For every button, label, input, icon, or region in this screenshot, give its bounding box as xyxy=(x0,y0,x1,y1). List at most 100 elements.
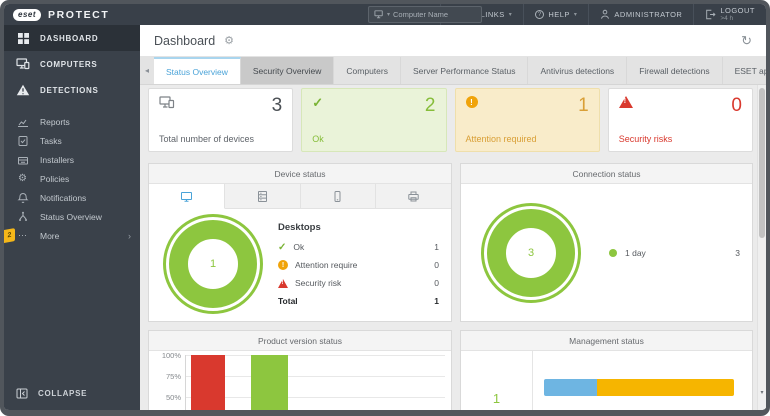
logout-button[interactable]: LOGOUT >4 h xyxy=(693,4,766,25)
help-menu[interactable]: ? HELP ▾ xyxy=(523,4,588,25)
main-content: Dashboard ⚙ ↻ ◂ Status Overview Security… xyxy=(140,25,766,410)
legend-row-security-risk[interactable]: Security risk 0 xyxy=(278,274,439,292)
devices-icon xyxy=(159,96,175,109)
status-overview-icon xyxy=(16,211,30,223)
sidebar-item-installers[interactable]: Installers xyxy=(4,150,140,169)
help-icon: ? xyxy=(535,10,545,19)
tab-security-overview[interactable]: Security Overview xyxy=(240,57,335,84)
device-type-tabs xyxy=(149,184,451,209)
product-name: PROTECT xyxy=(48,8,110,21)
card-value: 2 xyxy=(424,95,436,116)
gridline xyxy=(185,397,445,398)
dashboard-tabstrip: ◂ Status Overview Security Overview Comp… xyxy=(140,57,766,85)
user-menu[interactable]: ADMINISTRATOR xyxy=(588,4,693,25)
card-label: Attention required xyxy=(465,134,537,144)
scrollbar-down-arrow-icon[interactable]: ▾ xyxy=(760,390,764,396)
tab-server-performance-status[interactable]: Server Performance Status xyxy=(401,57,529,84)
connection-status-donut-chart[interactable]: 3 xyxy=(481,203,581,303)
dashboard-settings-gear-icon[interactable]: ⚙ xyxy=(224,35,235,47)
tab-antivirus-detections[interactable]: Antivirus detections xyxy=(528,57,628,84)
tab-firewall-detections[interactable]: Firewall detections xyxy=(627,57,723,84)
device-status-panel: Device status xyxy=(148,163,452,322)
y-axis-tick: 50% xyxy=(165,393,181,402)
legend-row-attention[interactable]: ! Attention require 0 xyxy=(278,256,439,274)
card-value: 0 xyxy=(731,95,742,116)
eset-logo: eset xyxy=(13,8,42,21)
tab-eset-applications[interactable]: ESET applications xyxy=(723,57,766,84)
search-input[interactable] xyxy=(393,10,476,19)
scrollbar-thumb[interactable] xyxy=(759,88,765,238)
sidebar-item-more[interactable]: 2 ⋯ More › xyxy=(4,226,140,245)
desktop-icon xyxy=(180,191,192,202)
sidebar-item-policies[interactable]: ⚙ Policies xyxy=(4,169,140,188)
tab-computers[interactable]: Computers xyxy=(334,57,401,84)
card-value: 1 xyxy=(578,95,589,116)
sidebar-item-dashboard[interactable]: DASHBOARD xyxy=(4,25,140,51)
topbar-menu: QUICK LINKS ▾ ? HELP ▾ ADMINISTRATOR xyxy=(439,4,766,25)
vertical-scrollbar[interactable]: ▾ xyxy=(757,85,766,410)
product-version-bar-chart[interactable]: 100% 75% 50% xyxy=(149,351,451,410)
device-status-body: 1 Desktops ✓ Ok 1 ! Attention require xyxy=(149,209,451,314)
tabs-scroll-left-icon[interactable]: ◂ xyxy=(144,66,149,75)
connection-status-panel: Connection status 3 1 day 3 xyxy=(460,163,753,322)
mobile-icon xyxy=(334,190,341,202)
card-total-devices[interactable]: 3 Total number of devices xyxy=(148,88,294,152)
bar-segment-blue[interactable] xyxy=(544,379,598,396)
y-axis-tick: 75% xyxy=(165,372,181,381)
sidebar-item-tasks[interactable]: Tasks xyxy=(4,131,140,150)
connection-status-body: 3 1 day 3 xyxy=(461,184,752,321)
panel-title: Management status xyxy=(461,331,752,351)
sidebar-item-notifications[interactable]: Notifications xyxy=(4,188,140,207)
ok-check-icon: ✓ xyxy=(278,241,287,253)
computers-icon xyxy=(16,58,30,70)
policies-gear-icon: ⚙ xyxy=(18,173,28,184)
card-label: Ok xyxy=(312,134,324,144)
notification-badge: 2 xyxy=(4,228,15,243)
server-icon xyxy=(257,190,267,202)
management-summary-cell[interactable]: 1 Managed (Protected) xyxy=(461,351,533,410)
device-status-donut-chart[interactable]: 1 xyxy=(163,214,263,314)
sidebar-item-reports[interactable]: Reports xyxy=(4,112,140,131)
card-ok[interactable]: ✓ 2 Ok xyxy=(301,88,447,152)
printer-icon xyxy=(408,191,419,201)
user-icon xyxy=(601,9,610,19)
page-header: Dashboard ⚙ ↻ xyxy=(140,25,766,57)
device-tab-server[interactable] xyxy=(224,184,301,209)
installers-icon xyxy=(16,154,30,166)
card-attention-required[interactable]: ! 1 Attention required xyxy=(454,88,600,152)
computer-icon xyxy=(374,10,383,19)
product-version-status-panel: Product version status 100% 75% 50% xyxy=(148,330,452,410)
legend-row-total: Total 1 xyxy=(278,296,439,306)
connection-status-legend-row[interactable]: 1 day 3 xyxy=(609,248,740,258)
legend-row-ok[interactable]: ✓ Ok 1 xyxy=(278,241,439,253)
sidebar-item-detections[interactable]: DETECTIONS xyxy=(4,77,140,103)
more-icon: ⋯ xyxy=(18,230,28,240)
refresh-icon[interactable]: ↻ xyxy=(741,32,752,48)
chevron-right-icon: › xyxy=(128,230,131,241)
bar-current-version[interactable] xyxy=(251,355,288,410)
ok-check-icon: ✓ xyxy=(312,95,324,110)
tab-status-overview[interactable]: Status Overview xyxy=(154,57,241,84)
topbar: eset PROTECT ▾ QUICK LINKS ▾ ? HELP ▾ xyxy=(4,4,766,25)
page-title: Dashboard xyxy=(154,33,216,48)
card-security-risks[interactable]: 0 Security risks xyxy=(607,88,753,152)
managed-count: 1 xyxy=(492,391,501,406)
chevron-down-icon: ▾ xyxy=(508,12,513,18)
sidebar-item-computers[interactable]: COMPUTERS xyxy=(4,51,140,77)
sidebar-item-status-overview[interactable]: Status Overview xyxy=(4,207,140,226)
bar-segment-yellow[interactable] xyxy=(597,379,734,396)
detections-warning-icon xyxy=(16,84,30,96)
device-tab-mobile[interactable] xyxy=(300,184,377,209)
panel-title: Device status xyxy=(149,164,451,184)
sidebar-collapse-button[interactable]: COLLAPSE xyxy=(4,388,140,399)
management-stacked-bar[interactable] xyxy=(544,379,734,396)
device-tab-desktop[interactable] xyxy=(149,184,225,209)
bar-outdated-version[interactable] xyxy=(191,355,225,410)
search-type-caret-icon[interactable]: ▾ xyxy=(387,12,391,18)
legend-dot-icon xyxy=(609,249,617,257)
device-tab-other[interactable] xyxy=(376,184,451,209)
card-value: 3 xyxy=(271,95,283,116)
collapse-icon xyxy=(16,388,28,399)
panel-title: Connection status xyxy=(461,164,752,184)
computer-search-box[interactable]: ▾ xyxy=(368,6,482,23)
